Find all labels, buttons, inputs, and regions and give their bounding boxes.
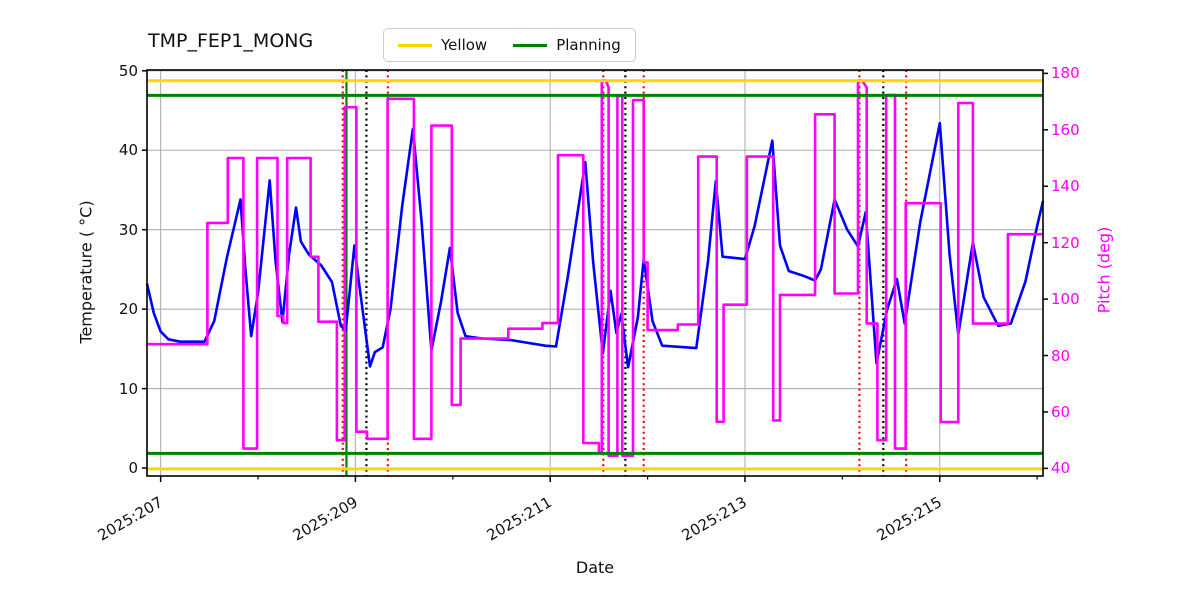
x-axis-label: Date [575,558,615,577]
y-tick-label-left: 30 [118,220,138,239]
legend-label-yellow: Yellow [441,36,488,54]
legend-item-yellow: Yellow [398,36,487,54]
temperature-curve [145,121,1045,369]
legend-label-planning: Planning [556,36,621,54]
y-tick-label-right: 100 [1051,290,1080,309]
legend: Yellow Planning [383,28,636,62]
pitch-curve [147,79,1043,457]
y-tick-label-left: 40 [118,141,138,160]
y-tick-label-left: 20 [118,300,138,319]
y-tick-label-right: 60 [1051,402,1071,421]
yellow-line-swatch [398,43,432,47]
axes-frame [146,69,1044,477]
y-tick-label-left: 0 [128,459,138,478]
y-tick-label-left: 10 [118,379,138,398]
legend-item-planning: Planning [513,36,621,54]
y-tick-label-right: 40 [1051,459,1071,478]
y-tick-label-left: 50 [118,61,138,80]
y-tick-label-right: 160 [1051,120,1080,139]
y-tick-label-right: 80 [1051,346,1071,365]
y-tick-label-right: 180 [1051,64,1080,83]
planning-line-swatch [513,43,548,47]
y-tick-label-right: 140 [1051,177,1080,196]
y-axis-label-pitch: Pitch (deg) [1094,226,1114,314]
y-tick-label-right: 120 [1051,233,1080,252]
chart-title: TMP_FEP1_MONG [148,30,314,52]
